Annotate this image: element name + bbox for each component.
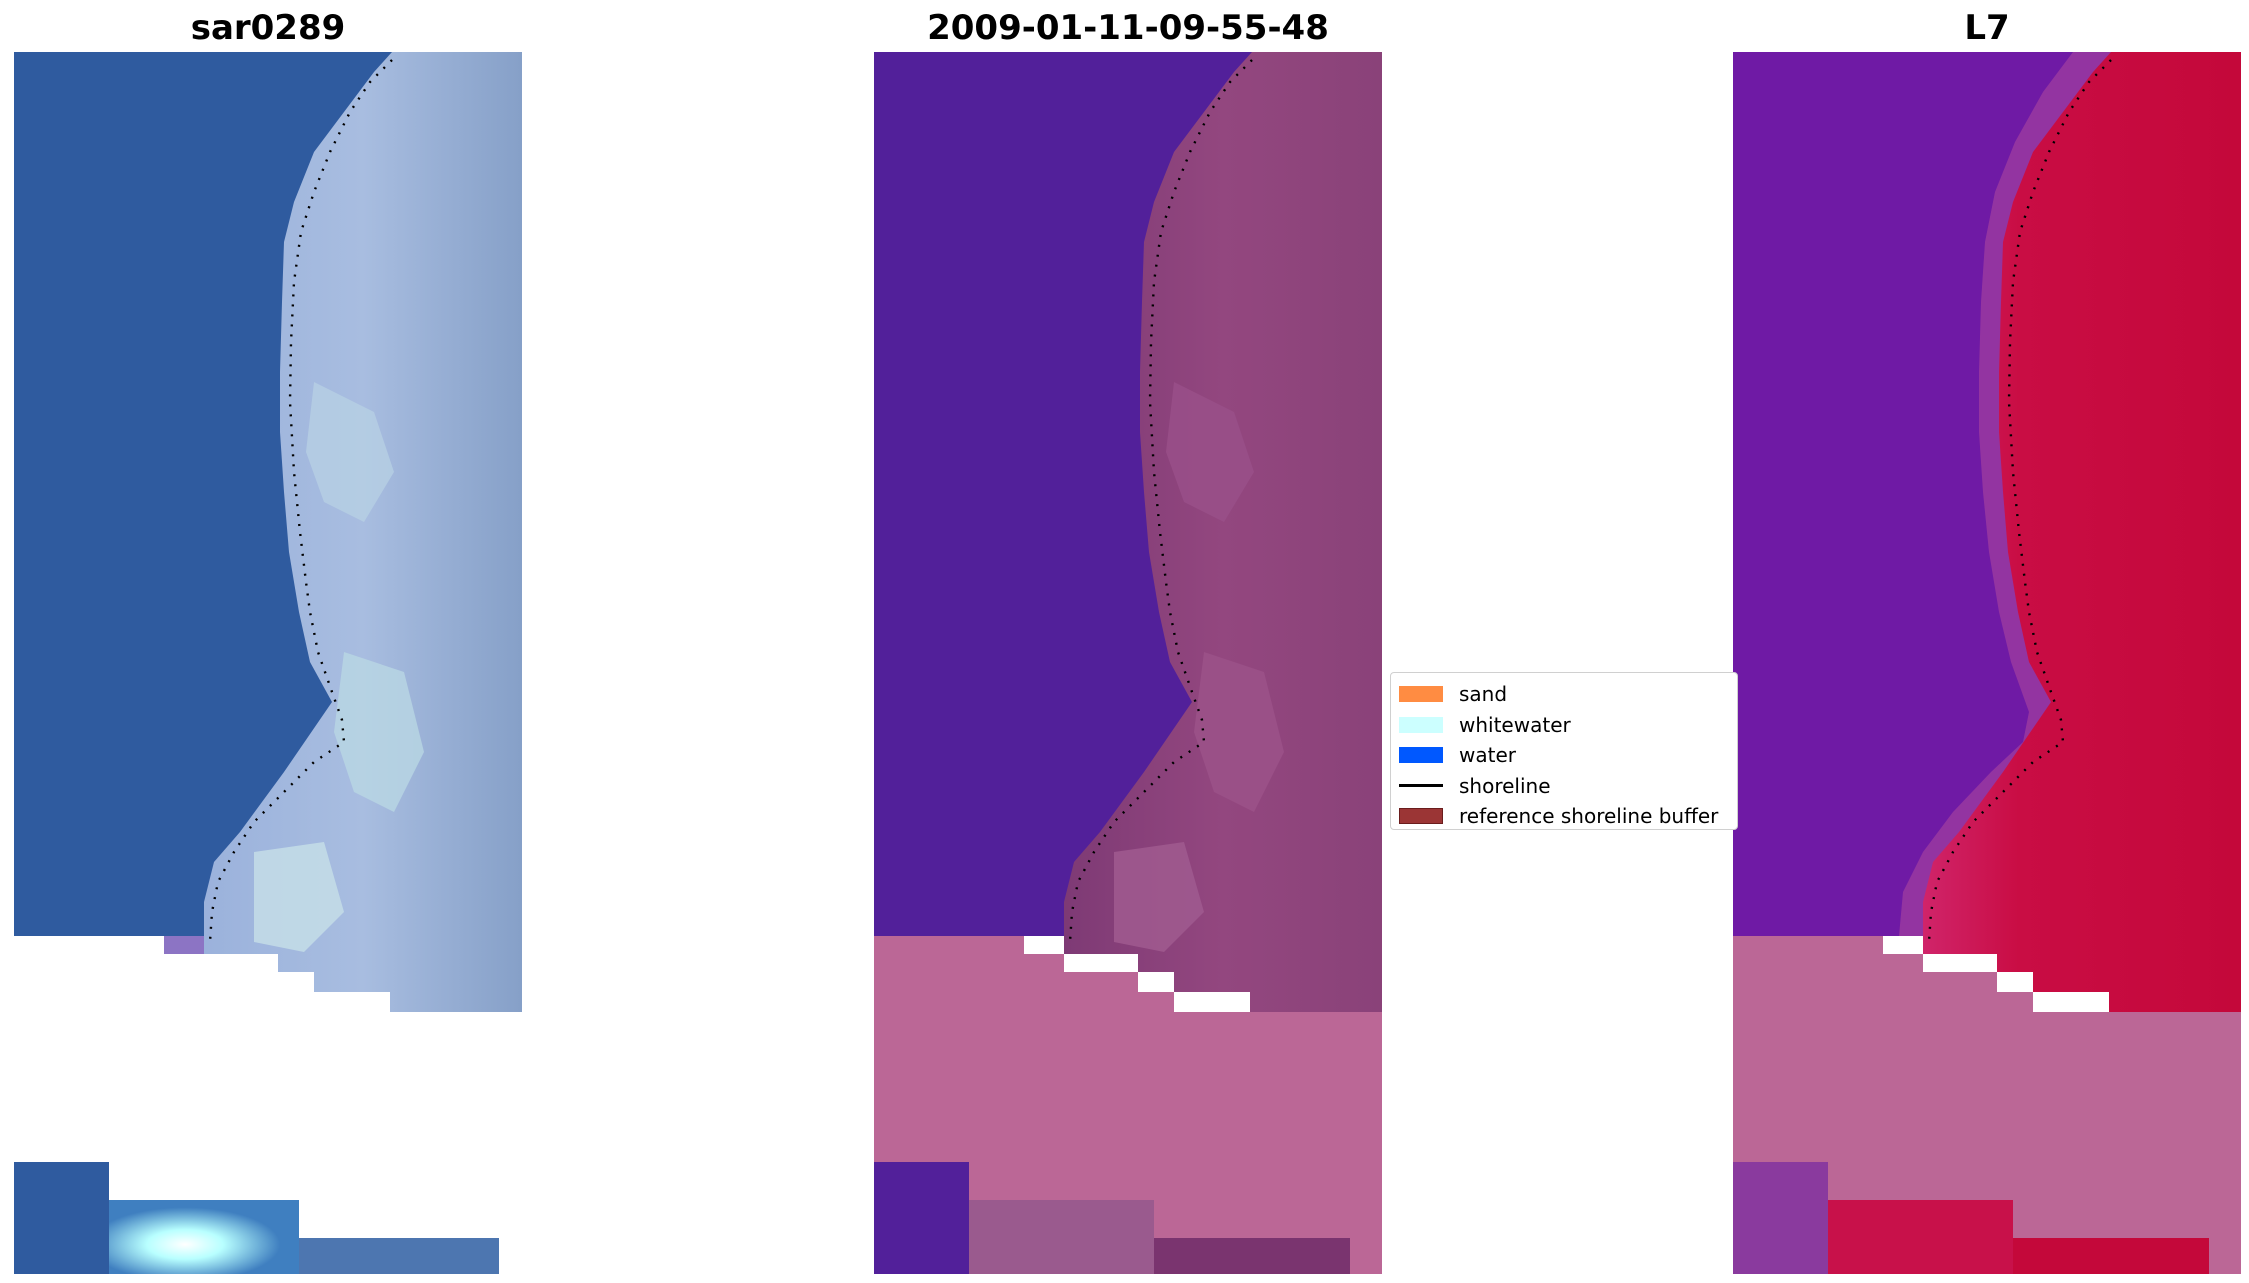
legend-label: whitewater [1459,712,1571,737]
class-land-area [1064,52,1382,1012]
index-land-area [1923,52,2241,1012]
legend-label: reference shoreline buffer [1459,804,1719,829]
rgb-satellite-image [14,52,522,1274]
index-mask-area [1733,936,2241,1274]
water-index-image [1733,52,2241,1274]
class-bottom-land [1154,1238,1350,1274]
index-bottom-land [2013,1238,2209,1274]
rgb-bottom-land-edge [164,936,204,954]
rgb-shoreline [208,59,393,943]
index-shoreline [1927,59,2112,943]
buffer-swatch [1399,808,1443,825]
class-shoreline [1068,59,1253,943]
legend-item-water: water [1399,740,1729,771]
legend-item-sand: sand [1399,679,1729,710]
class-mask-area [874,936,1382,1274]
class-bottom-land [969,1200,1154,1274]
left-panel-title: sar0289 [190,8,346,48]
rgb-surf-patch [334,652,424,812]
class-bottom-water [874,1162,969,1274]
whitewater-swatch [1399,716,1443,733]
rgb-bottom-water [109,1200,299,1274]
sand-swatch [1399,686,1443,703]
legend-label: shoreline [1459,773,1551,798]
legend-label: water [1459,743,1516,768]
right-panel-title: L7 [1964,8,2010,48]
legend: sand whitewater water shoreline referenc… [1390,672,1738,830]
class-land-patch [1166,382,1254,522]
legend-item-shoreline: shoreline [1399,771,1729,802]
index-bottom-water [1733,1162,1828,1274]
rgb-land-area [204,52,522,1012]
rgb-bottom-water [14,1162,109,1274]
rgb-bottom-water [299,1238,499,1274]
water-swatch [1399,747,1443,764]
middle-panel-title: 2009-01-11-09-55-48 [927,8,1329,48]
rgb-surf-patch [306,382,394,522]
shoreline-line-swatch [1399,784,1443,788]
legend-item-whitewater: whitewater [1399,710,1729,741]
index-bottom-land [1828,1200,2013,1274]
rgb-surf-patch [254,842,344,952]
legend-item-reference-shoreline-buffer: reference shoreline buffer [1399,801,1729,832]
class-land-patch [1114,842,1204,952]
classified-image [874,52,1382,1274]
legend-label: sand [1459,682,1508,707]
class-land-patch [1194,652,1284,812]
rgb-nodata-area [14,936,522,1274]
